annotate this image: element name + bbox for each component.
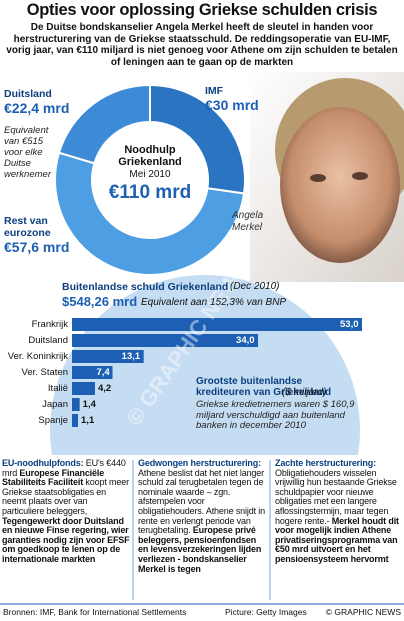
title: Opties voor oplossing Griekse schulden c… — [26, 1, 378, 19]
footer-sources: Bronnen: IMF, Bank for International Set… — [3, 607, 187, 617]
donut-label: Rest van eurozone — [4, 215, 51, 239]
photo-face — [280, 107, 400, 263]
text-column: Zachte herstructurering: Obligatiehouder… — [275, 459, 402, 601]
donut-value-label: €22,4 mrd — [4, 100, 70, 116]
footer-credit: © GRAPHIC NEWS — [325, 607, 401, 617]
donut-center-subtitle: Mei 2010 — [129, 169, 171, 180]
text-column: Gedwongen herstructurering: Athene besli… — [138, 459, 266, 601]
donut-slice — [54, 151, 246, 276]
bar-title: Buitenlandse schuld Griekenland — [62, 281, 229, 293]
donut-value-label: €30 mrd — [205, 97, 259, 113]
column-heading: Gedwongen herstructurering: — [138, 459, 261, 468]
column-text: Athene beslist dat het niet langer schul… — [138, 467, 265, 536]
donut-center-title: Noodhulp Griekenland — [118, 144, 182, 168]
data-label: 1,1 — [81, 415, 95, 426]
bar — [72, 366, 113, 379]
data-label: 1,4 — [82, 399, 96, 410]
y-tick-label: Frankrijk — [31, 319, 68, 330]
donut-center-value: €110 mrd — [108, 182, 192, 203]
column-text: Obligatiehouders wisselen vrijwillig hun… — [275, 467, 397, 526]
column-text: koopt meer Griekse staatsobligaties en n… — [2, 477, 129, 516]
y-tick-label: Ver. Staten — [21, 367, 68, 378]
bar-total-note: Equivalent aan 152,3% van BNP — [141, 297, 287, 308]
bar — [72, 334, 259, 347]
column-heading: Zachte herstructurering: — [275, 459, 376, 468]
bar-legend-title: Grootste buitenlandse krediteuren van Gr… — [196, 376, 332, 398]
y-tick-label: Japan — [42, 399, 68, 410]
donut-slice — [149, 83, 246, 195]
donut-label: IMF — [205, 85, 224, 97]
column-text: Merkel houdt dit voor mogelijk indien At… — [275, 515, 399, 564]
data-label: 7,4 — [96, 367, 110, 378]
bar — [72, 350, 144, 363]
columns-background — [0, 455, 404, 605]
text-column: EU-noodhulpfonds: EU's €440 mrd Europese… — [2, 459, 130, 601]
bar — [72, 318, 362, 331]
column-heading: EU-noodhulpfonds: — [2, 459, 86, 468]
donut-hole — [93, 123, 207, 237]
y-tick-label: Duitsland — [28, 335, 68, 346]
y-tick-label: Ver. Koninkrijk — [7, 351, 68, 362]
column-text: EU's €440 mrd — [2, 459, 126, 478]
data-label: 53,0 — [340, 319, 359, 330]
bar-total: $548,26 mrd — [62, 294, 138, 309]
bar — [72, 398, 80, 411]
y-tick-label: Spanje — [38, 415, 68, 426]
column-text: Tegengewerkt door Duitsland en nieuwe Fi… — [2, 515, 130, 564]
intro: De Duitse bondskanselier Angela Merkel h… — [6, 22, 398, 68]
donut-value-label: €57,6 mrd — [4, 239, 70, 255]
bar-subtitle: (Dec 2010) — [230, 281, 280, 292]
photo-eye — [352, 172, 368, 180]
data-label: 13,1 — [121, 351, 141, 362]
bar-legend-unit: ($ miljard) — [282, 387, 327, 398]
photo-eye — [310, 174, 326, 182]
donut-slice — [57, 83, 151, 165]
bar-note: Griekse kredietnemers waren $ 160,9 milj… — [196, 399, 355, 431]
donut-label: Duitsland — [4, 88, 52, 100]
bar — [72, 382, 95, 395]
photo-caption: Angela Merkel — [232, 210, 264, 233]
bar — [72, 414, 79, 427]
data-label: 4,2 — [97, 383, 112, 394]
footer-picture: Picture: Getty Images — [225, 607, 307, 617]
data-label: 34,0 — [236, 335, 255, 346]
column-text: Europese Financiële Stabiliteits Facilit… — [2, 467, 105, 488]
donut-annotation: Equivalent van €515 voor elke Duitse wer… — [4, 125, 51, 180]
column-text: Europese privé beleggers, pensioenfondse… — [138, 525, 262, 574]
y-tick-label: Italië — [47, 383, 68, 394]
